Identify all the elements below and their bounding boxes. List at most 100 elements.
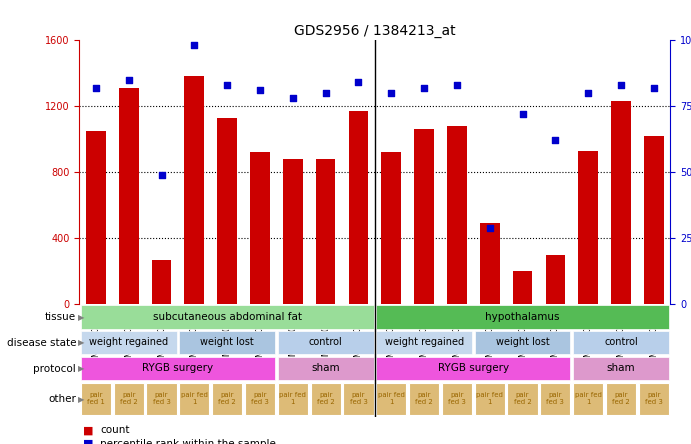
Text: pair fed
1: pair fed 1 bbox=[279, 392, 306, 405]
Bar bbox=[376, 331, 472, 354]
Text: pair
fed 3: pair fed 3 bbox=[153, 392, 171, 405]
Bar bbox=[278, 331, 374, 354]
Text: count: count bbox=[100, 425, 130, 436]
Bar bbox=[212, 383, 243, 415]
Text: weight regained: weight regained bbox=[384, 337, 464, 347]
Bar bbox=[414, 129, 434, 304]
Bar bbox=[447, 126, 466, 304]
Text: sham: sham bbox=[607, 363, 635, 373]
Text: ▶: ▶ bbox=[78, 395, 84, 404]
Bar bbox=[611, 101, 631, 304]
Text: pair fed
1: pair fed 1 bbox=[378, 392, 405, 405]
Point bbox=[583, 89, 594, 96]
Bar bbox=[179, 383, 209, 415]
Bar bbox=[376, 357, 571, 380]
Text: hypothalamus: hypothalamus bbox=[485, 312, 560, 321]
Bar bbox=[343, 383, 374, 415]
Point bbox=[484, 224, 495, 231]
Text: ▶: ▶ bbox=[78, 364, 84, 373]
Text: subcutaneous abdominal fat: subcutaneous abdominal fat bbox=[153, 312, 302, 321]
Bar bbox=[644, 136, 663, 304]
Bar bbox=[409, 383, 439, 415]
Text: pair
fed 2: pair fed 2 bbox=[612, 392, 630, 405]
Text: control: control bbox=[309, 337, 343, 347]
Text: pair fed
1: pair fed 1 bbox=[575, 392, 602, 405]
Text: pair
fed 3: pair fed 3 bbox=[645, 392, 663, 405]
Text: percentile rank within the sample: percentile rank within the sample bbox=[100, 439, 276, 444]
Text: tissue: tissue bbox=[45, 312, 76, 322]
Bar bbox=[151, 260, 171, 304]
Bar bbox=[578, 151, 598, 304]
Point bbox=[419, 84, 430, 91]
Point bbox=[648, 84, 659, 91]
Text: ■: ■ bbox=[83, 439, 93, 444]
Text: weight regained: weight regained bbox=[89, 337, 169, 347]
Point bbox=[189, 42, 200, 49]
Text: pair
fed 3: pair fed 3 bbox=[448, 392, 466, 405]
Bar bbox=[81, 331, 177, 354]
Bar bbox=[507, 383, 538, 415]
Text: protocol: protocol bbox=[33, 364, 76, 373]
Bar bbox=[283, 159, 303, 304]
Text: ▶: ▶ bbox=[78, 313, 84, 321]
Bar bbox=[513, 271, 532, 304]
Text: weight lost: weight lost bbox=[200, 337, 254, 347]
Point bbox=[91, 84, 102, 91]
Bar bbox=[179, 331, 275, 354]
Title: GDS2956 / 1384213_at: GDS2956 / 1384213_at bbox=[294, 24, 455, 38]
Bar bbox=[348, 111, 368, 304]
Point bbox=[451, 81, 462, 88]
Bar bbox=[606, 383, 636, 415]
Bar bbox=[376, 305, 669, 329]
Bar bbox=[442, 383, 472, 415]
Text: control: control bbox=[604, 337, 638, 347]
Point bbox=[287, 95, 299, 102]
Text: RYGB surgery: RYGB surgery bbox=[438, 363, 509, 373]
Text: pair fed
1: pair fed 1 bbox=[181, 392, 208, 405]
Bar bbox=[475, 331, 571, 354]
Text: other: other bbox=[48, 394, 76, 404]
Point bbox=[353, 79, 364, 86]
Bar bbox=[573, 331, 669, 354]
Point bbox=[550, 137, 561, 144]
Bar bbox=[113, 383, 144, 415]
Text: pair
fed 2: pair fed 2 bbox=[218, 392, 236, 405]
Text: disease state: disease state bbox=[6, 338, 76, 348]
Text: pair
fed 3: pair fed 3 bbox=[350, 392, 368, 405]
Text: weight lost: weight lost bbox=[495, 337, 549, 347]
Bar bbox=[310, 383, 341, 415]
Bar bbox=[81, 305, 374, 329]
Text: RYGB surgery: RYGB surgery bbox=[142, 363, 214, 373]
Bar bbox=[475, 383, 505, 415]
Text: pair
fed 2: pair fed 2 bbox=[316, 392, 334, 405]
Bar bbox=[573, 357, 669, 380]
Bar bbox=[278, 357, 374, 380]
Text: ▶: ▶ bbox=[78, 338, 84, 347]
Bar bbox=[184, 76, 204, 304]
Text: pair
fed 3: pair fed 3 bbox=[547, 392, 565, 405]
Bar bbox=[480, 223, 500, 304]
Text: pair
fed 2: pair fed 2 bbox=[415, 392, 433, 405]
Bar bbox=[245, 383, 275, 415]
Bar bbox=[81, 357, 275, 380]
Bar bbox=[540, 383, 571, 415]
Text: pair fed
1: pair fed 1 bbox=[476, 392, 503, 405]
Point bbox=[320, 89, 331, 96]
Bar bbox=[250, 152, 269, 304]
Bar bbox=[381, 152, 401, 304]
Text: pair
fed 3: pair fed 3 bbox=[251, 392, 269, 405]
Bar bbox=[278, 383, 308, 415]
Bar bbox=[217, 118, 237, 304]
Point bbox=[254, 87, 265, 94]
Point bbox=[517, 111, 528, 118]
Point bbox=[123, 76, 134, 83]
Bar bbox=[119, 88, 138, 304]
Text: sham: sham bbox=[312, 363, 340, 373]
Text: pair
fed 2: pair fed 2 bbox=[120, 392, 138, 405]
Bar bbox=[146, 383, 177, 415]
Text: ■: ■ bbox=[83, 425, 93, 436]
Bar bbox=[545, 254, 565, 304]
Bar bbox=[573, 383, 603, 415]
Point bbox=[222, 81, 233, 88]
Bar bbox=[81, 383, 111, 415]
